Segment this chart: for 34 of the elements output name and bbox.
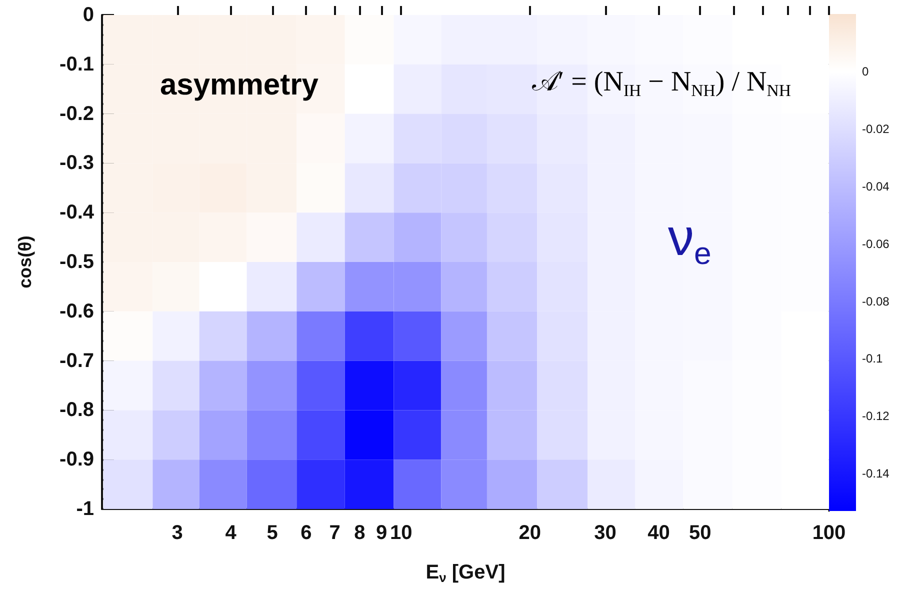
color-bar-label: -0.04: [862, 179, 890, 194]
x-tick-label: 4: [225, 522, 238, 544]
x-tick-label: 6: [300, 522, 312, 544]
y-tick-label: -0.2: [60, 102, 94, 125]
y-tick-label: -0.7: [60, 350, 94, 372]
x-tick-label: 8: [354, 522, 366, 544]
x-tick-label: 40: [648, 522, 670, 544]
x-tick-label: 30: [594, 522, 616, 544]
y-tick-label: -0.4: [60, 202, 95, 224]
x-tick-label: 5: [266, 522, 278, 544]
y-tick-label: -0.5: [60, 251, 94, 273]
y-tick-label: -1: [76, 498, 94, 520]
color-bar-label: -0.14: [862, 466, 890, 481]
x-tick-label: 100: [812, 522, 846, 544]
annotation: asymmetry: [160, 68, 319, 102]
y-tick-label: -0.3: [60, 152, 94, 174]
y-tick-label: -0.9: [60, 448, 94, 471]
color-bar-label: -0.1: [862, 352, 884, 366]
y-tick-label: 0: [82, 4, 94, 26]
y-tick-label: -0.1: [60, 53, 94, 76]
y-tick-label: -0.8: [60, 399, 94, 422]
color-bar-label: -0.12: [862, 409, 890, 424]
x-tick-label: 9: [376, 522, 388, 544]
color-bar-label: -0.06: [862, 236, 890, 251]
y-axis-title: cos(θ): [15, 236, 35, 288]
color-bar-label: 0: [862, 64, 869, 78]
x-tick-label: 7: [329, 522, 340, 544]
color-bar-label: -0.02: [862, 122, 890, 136]
x-tick-label: 10: [390, 522, 412, 544]
color-bar-label: -0.08: [862, 294, 890, 308]
x-tick-label: 20: [518, 522, 542, 544]
x-tick-label: 3: [172, 522, 183, 544]
x-tick-label: 50: [689, 522, 712, 544]
y-tick-label: -0.6: [60, 300, 94, 322]
